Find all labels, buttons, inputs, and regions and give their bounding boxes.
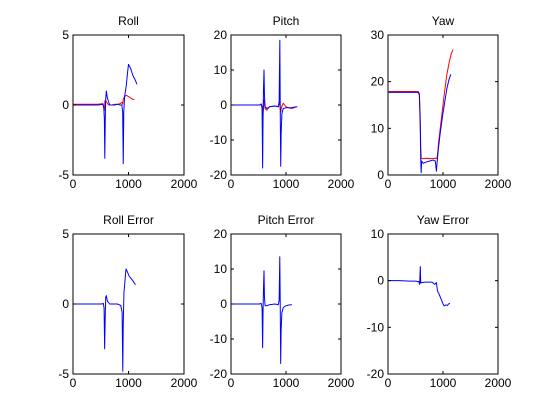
x-tick-label: 1000 [115,376,142,390]
x-tick-label: 2000 [328,376,355,390]
y-tick-label: 20 [371,75,385,89]
x-tick-label: 0 [385,376,392,390]
x-tick-label: 1000 [430,376,457,390]
series-group [388,266,451,307]
x-tick-label: 0 [70,177,77,191]
x-tick-label: 0 [228,177,235,191]
subplot-title: Roll Error [103,213,154,227]
subplot-yaw: 0 1000 2000 0 10 20 30 Yaw [371,14,512,191]
y-tick-label: -5 [58,168,69,182]
subplot-title: Yaw Error [417,213,469,227]
subplot-title: Yaw [432,14,455,28]
x-tick-label: 2000 [171,177,198,191]
series-line-blue [388,266,451,307]
x-tick-label: 2000 [485,177,512,191]
subplot-yaw-error: 0 1000 2000 -20 -10 0 10 Yaw Error [367,213,512,390]
x-tick-label: 2000 [485,376,512,390]
series-line-red [388,49,454,160]
x-tick-label: 1000 [430,177,457,191]
series-group [73,63,138,165]
y-tick-label: -20 [210,367,228,381]
series-group [388,49,454,174]
y-tick-label: 20 [214,227,228,241]
y-tick-label: -10 [367,320,385,334]
y-tick-label: 0 [377,274,384,288]
subplot-pitch-error: 0 1000 2000 -20 -10 0 10 20 Pitch Error [210,213,355,390]
series-group [231,256,292,364]
series-line-blue [231,39,298,169]
series-line-blue [231,256,292,364]
y-tick-label: 10 [371,227,385,241]
y-tick-label: 0 [220,98,227,112]
x-tick-label: 1000 [115,177,142,191]
y-tick-label: 0 [62,297,69,311]
y-tick-label: 10 [371,121,385,135]
subplot-title: Pitch Error [258,213,315,227]
subplot-title: Pitch [273,14,300,28]
x-tick-label: 0 [70,376,77,390]
series-line-blue [388,74,452,174]
y-tick-label: 5 [62,28,69,42]
x-tick-label: 1000 [273,177,300,191]
subplot-title: Roll [118,14,139,28]
series-line-blue [73,63,138,165]
y-tick-label: -5 [58,367,69,381]
subplot-pitch: 0 1000 2000 -20 -10 0 10 20 Pitch [210,14,355,191]
series-group [73,268,136,372]
y-tick-label: 30 [371,28,385,42]
x-tick-label: 0 [385,177,392,191]
y-tick-label: -10 [210,133,228,147]
y-tick-label: 0 [377,168,384,182]
y-tick-label: 10 [214,262,228,276]
y-tick-label: -10 [210,332,228,346]
y-tick-label: 10 [214,63,228,77]
x-tick-label: 1000 [273,376,300,390]
series-line-blue [73,268,136,372]
y-tick-label: 0 [220,297,227,311]
y-tick-label: 0 [62,98,69,112]
x-tick-label: 0 [228,376,235,390]
x-tick-label: 2000 [171,376,198,390]
x-tick-label: 2000 [328,177,355,191]
y-tick-label: 5 [62,227,69,241]
y-tick-label: -20 [210,168,228,182]
y-tick-label: 20 [214,28,228,42]
series-group [231,39,298,169]
y-tick-label: -20 [367,367,385,381]
